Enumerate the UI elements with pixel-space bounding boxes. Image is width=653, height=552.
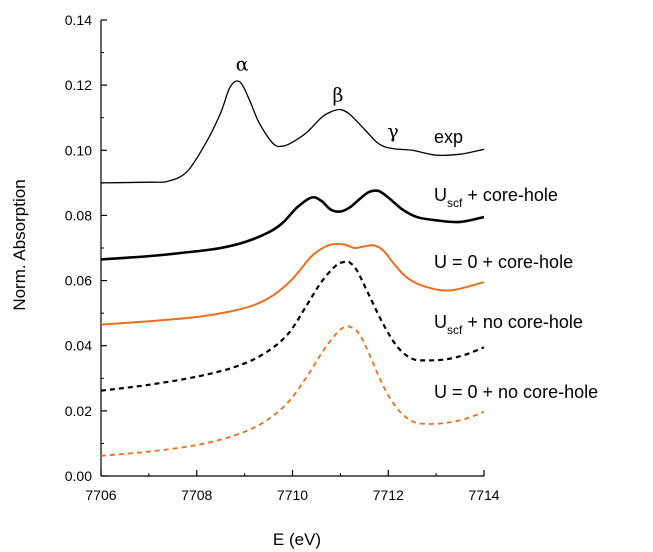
series-label-uscf-no-core-hole: Uscf + no core-hole (434, 312, 583, 337)
y-tick-label: 0.02 (65, 403, 92, 419)
peak-label-0: α (236, 53, 249, 75)
series-label-exp: exp (434, 127, 463, 147)
x-axis-title: E (eV) (273, 530, 321, 549)
series-line-2 (100, 242, 485, 326)
y-tick-label: 0.08 (65, 207, 92, 223)
axes: 0.00 0.02 0.04 0.06 0.08 0.10 0.12 0.14 7706 7708… (65, 12, 500, 503)
series-label-uscf2-rest: + no core-hole (462, 312, 583, 332)
y-tick-label: 0.04 (65, 338, 92, 354)
y-tick-label: 0.12 (65, 77, 92, 93)
series-label-uscf-rest: + core-hole (462, 185, 558, 205)
x-tick-label: 7710 (277, 487, 308, 503)
series-line-1 (100, 189, 485, 261)
series-label-uscf2-sub: scf (447, 323, 463, 337)
series-label-uscf-core-hole: Uscf + core-hole (434, 185, 558, 210)
series-label-uscf-main: U (434, 185, 447, 205)
series-label-u0-no-core-hole: U = 0 + no core-hole (434, 382, 598, 402)
peak-label-1: β (332, 84, 343, 106)
series-line-4 (100, 325, 485, 457)
series-label-uscf-sub: scf (447, 196, 463, 210)
y-axis-title: Norm. Absorption (10, 179, 29, 310)
y-tick-label: 0.06 (65, 273, 92, 289)
series-label-uscf2-main: U (434, 312, 447, 332)
series-label-u0-core-hole: U = 0 + core-hole (434, 252, 573, 272)
series-layer: α β γ (100, 53, 485, 457)
x-tick-label: 7706 (85, 487, 116, 503)
y-tick-label: 0.10 (65, 142, 92, 158)
x-tick-label: 7712 (373, 487, 404, 503)
y-tick-label: 0.00 (65, 468, 92, 484)
series-line-0 (100, 80, 485, 184)
peak-label-2: γ (387, 120, 398, 142)
x-tick-label: 7708 (181, 487, 212, 503)
y-tick-label: 0.14 (65, 12, 92, 28)
labels-layer: exp Uscf + core-hole U = 0 + core-hole U… (434, 127, 598, 402)
x-tick-label: 7714 (468, 487, 499, 503)
series-line-3 (100, 260, 485, 392)
